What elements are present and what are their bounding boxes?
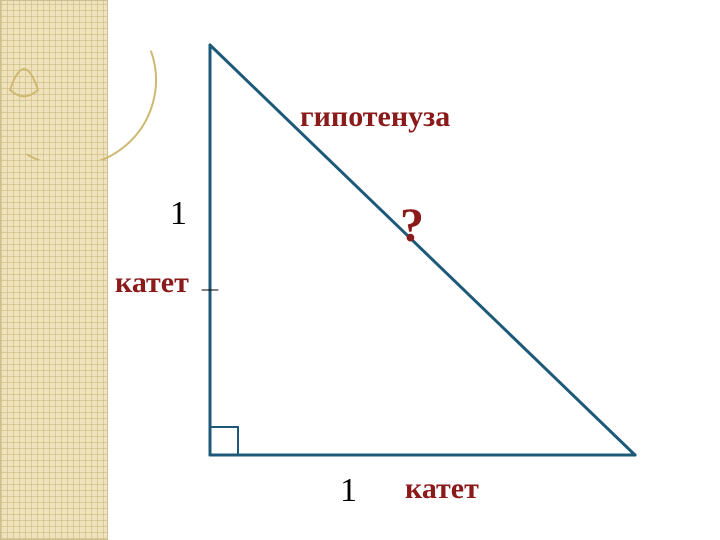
label-hypotenuse-word: гипотенуза (300, 100, 450, 134)
label-bottom-leg-word: катет (405, 472, 479, 506)
label-left-leg-word: катет (115, 266, 189, 300)
stage: гипотенуза 1 катет ? 1 катет (0, 0, 720, 540)
label-hypotenuse-value: ? (400, 198, 424, 253)
label-left-leg-value: 1 (170, 195, 187, 233)
label-bottom-leg-value: 1 (340, 472, 357, 510)
triangle-figure (0, 0, 720, 540)
